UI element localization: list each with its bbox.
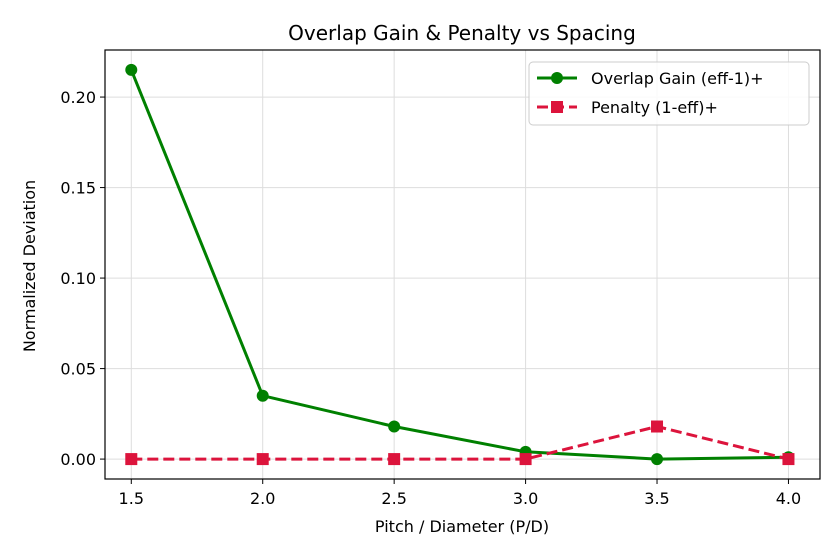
chart-title: Overlap Gain & Penalty vs Spacing xyxy=(288,21,636,45)
legend-box xyxy=(528,61,810,126)
x-tick-label: 1.5 xyxy=(119,489,144,508)
data-series xyxy=(125,63,795,466)
data-point xyxy=(519,453,532,466)
data-point xyxy=(388,453,401,466)
data-point xyxy=(388,420,401,433)
legend-entry: Penalty (1-eff)+ xyxy=(537,98,718,117)
y-tick-label: 0.20 xyxy=(60,88,96,107)
y-tick-label: 0.05 xyxy=(60,360,96,379)
x-tick-label: 3.5 xyxy=(644,489,669,508)
x-tick-label: 4.0 xyxy=(776,489,801,508)
y-tick-label: 0.00 xyxy=(60,450,96,469)
legend-marker xyxy=(551,72,563,84)
legend-label: Penalty (1-eff)+ xyxy=(591,98,718,117)
data-point xyxy=(651,420,664,433)
series-line xyxy=(129,69,789,461)
plot-area-frame xyxy=(104,49,821,480)
data-point xyxy=(125,453,138,466)
series-2 xyxy=(125,420,795,466)
y-tick-label: 0.15 xyxy=(60,179,96,198)
data-point xyxy=(125,63,138,76)
data-point xyxy=(256,453,269,466)
axes: 1.5 2.0 2.5 3.0 3.5 4.0 0.00 0.05 0.10 0.15 0.20 xyxy=(60,88,801,508)
legend-entry: Overlap Gain (eff-1)+ xyxy=(537,69,764,88)
y-axis-title: Normalized Deviation xyxy=(20,180,39,352)
data-point xyxy=(256,389,269,402)
y-tick-label: 0.10 xyxy=(60,269,96,288)
data-point xyxy=(782,453,795,466)
legend-label: Overlap Gain (eff-1)+ xyxy=(591,69,764,88)
legend-marker xyxy=(551,101,563,113)
x-tick-label: 2.5 xyxy=(381,489,406,508)
data-point xyxy=(651,453,664,466)
legend: Overlap Gain (eff-1)+ Penalty (1-eff)+ xyxy=(528,61,810,126)
x-tick-label: 3.0 xyxy=(513,489,538,508)
x-axis-title: Pitch / Diameter (P/D) xyxy=(375,517,549,536)
x-tick-label: 2.0 xyxy=(250,489,275,508)
series-line xyxy=(131,425,789,461)
